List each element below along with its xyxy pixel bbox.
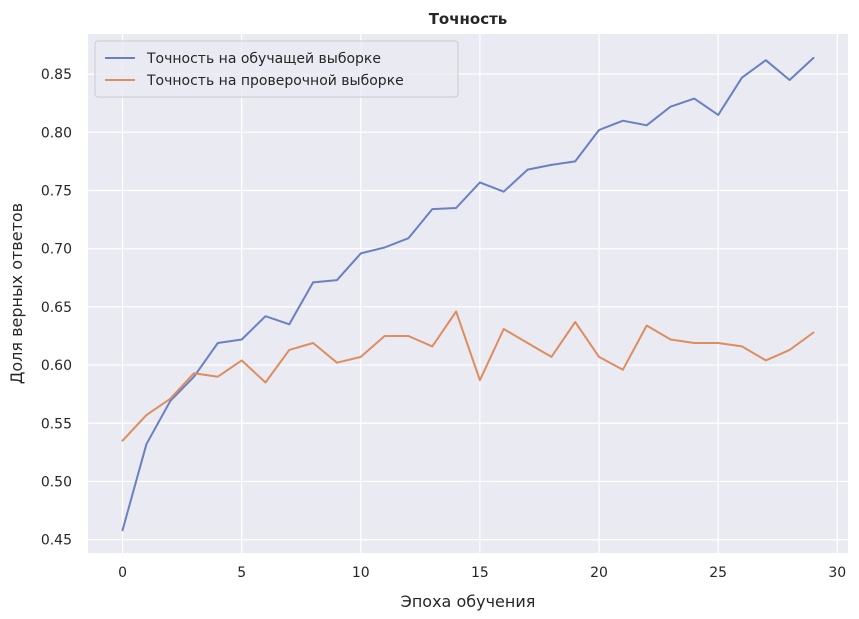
x-tick-label: 25	[709, 565, 727, 581]
validation-accuracy-line	[121, 310, 815, 442]
series-lines	[121, 56, 815, 532]
y-tick-label: 0.55	[41, 416, 72, 432]
y-tick-label: 0.60	[41, 358, 72, 374]
y-axis-label: Доля верных ответов	[7, 203, 26, 384]
train-accuracy-line	[121, 56, 815, 532]
x-tick-label: 15	[471, 565, 489, 581]
legend: Точность на обучащей выборке Точность на…	[94, 40, 459, 98]
legend-label-validation: Точность на проверочной выборке	[146, 73, 404, 89]
y-tick-label: 0.80	[41, 125, 72, 141]
y-tick-label: 0.75	[41, 184, 72, 200]
x-tick-label: 30	[828, 565, 846, 581]
y-tick-label: 0.85	[41, 67, 72, 83]
chart-title: Точность	[429, 10, 508, 28]
y-tick-label: 0.50	[41, 474, 72, 490]
plot-background	[88, 34, 848, 553]
x-tick-label: 0	[118, 565, 127, 581]
y-tick-label: 0.45	[41, 533, 72, 549]
grid-lines	[88, 34, 848, 553]
y-tick-label: 0.65	[41, 300, 72, 316]
y-tick-labels: 0.45 0.50 0.55 0.60 0.65 0.70 0.75 0.80 0.85	[41, 67, 72, 548]
x-tick-labels: 0 5 10 15 20 25 30	[118, 565, 846, 581]
legend-box	[94, 40, 459, 98]
x-tick-label: 20	[590, 565, 608, 581]
x-tick-label: 5	[237, 565, 246, 581]
y-tick-label: 0.70	[41, 242, 72, 258]
legend-label-train: Точность на обучащей выборке	[146, 51, 381, 67]
x-axis-label: Эпоха обучения	[401, 592, 536, 611]
x-tick-label: 10	[352, 565, 370, 581]
